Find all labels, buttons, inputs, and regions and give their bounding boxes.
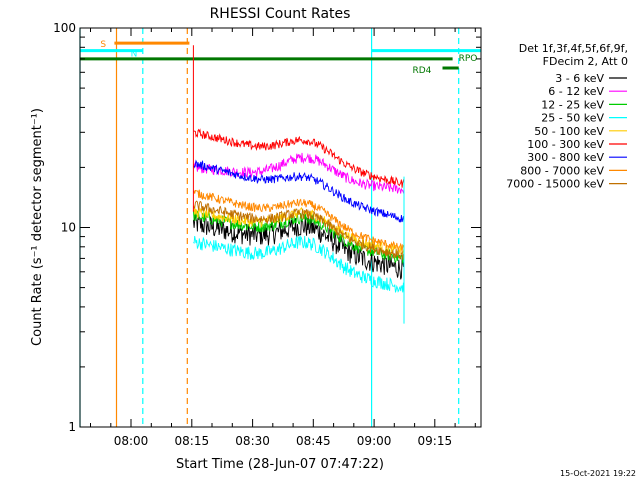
x-tick-label-1: 08:15	[175, 434, 210, 448]
x-axis-label: Start Time (28-Jun-07 07:47:22)	[176, 457, 384, 472]
flag-label-n: N	[131, 50, 138, 60]
y-tick-label-2: 100	[53, 21, 76, 35]
flag-label-s: S	[100, 40, 106, 50]
series-line-0	[192, 212, 405, 280]
y-tick-label-1: 10	[61, 221, 76, 235]
y-tick-label-0: 1	[68, 420, 76, 434]
legend-label-6: 300 - 800 keV	[527, 151, 604, 164]
flag-label-rpo: RPO	[459, 54, 478, 64]
legend-label-2: 12 - 25 keV	[541, 98, 604, 111]
y-axis: 1 10 100	[53, 21, 481, 434]
legend-label-5: 100 - 300 keV	[527, 138, 604, 151]
series-line-5	[193, 128, 405, 188]
generated-timestamp: 15-Oct-2021 19:22	[560, 469, 636, 478]
x-axis: 08:00 08:15 08:30 08:45 09:00 09:15	[90, 28, 476, 448]
legend-label-7: 800 - 7000 keV	[520, 164, 604, 177]
flag-label-rd4: RD4	[413, 66, 432, 76]
series-line-1	[193, 152, 405, 195]
series-line-6	[193, 159, 405, 223]
y-axis-label: Count Rate (s⁻¹ detector segment⁻¹)	[30, 108, 45, 346]
plot-area: S N RPO RD4	[79, 28, 481, 427]
legend-label-3: 25 - 50 keV	[541, 112, 604, 125]
legend: Det 1f,3f,4f,5f,6f,9f,FDecim 2, Att 0 3 -…	[506, 42, 628, 191]
x-tick-label-2: 08:30	[235, 434, 270, 448]
legend-label-4: 50 - 100 keV	[534, 125, 604, 138]
legend-label-0: 3 - 6 keV	[555, 72, 604, 85]
x-tick-label-4: 09:00	[357, 434, 392, 448]
chart-title: RHESSI Count Rates	[210, 6, 351, 22]
series-line-8	[192, 200, 405, 260]
series-line-7	[192, 189, 405, 253]
x-tick-label-5: 09:15	[418, 434, 453, 448]
legend-header-0: Det 1f,3f,4f,5f,6f,9f,	[519, 42, 628, 55]
legend-label-8: 7000 - 15000 keV	[506, 178, 604, 191]
x-tick-label-3: 08:45	[296, 434, 331, 448]
series-line-3	[193, 235, 405, 294]
legend-header-1: FDecim 2, Att 0	[543, 55, 628, 68]
legend-label-1: 6 - 12 keV	[548, 85, 604, 98]
x-tick-label-0: 08:00	[114, 434, 149, 448]
